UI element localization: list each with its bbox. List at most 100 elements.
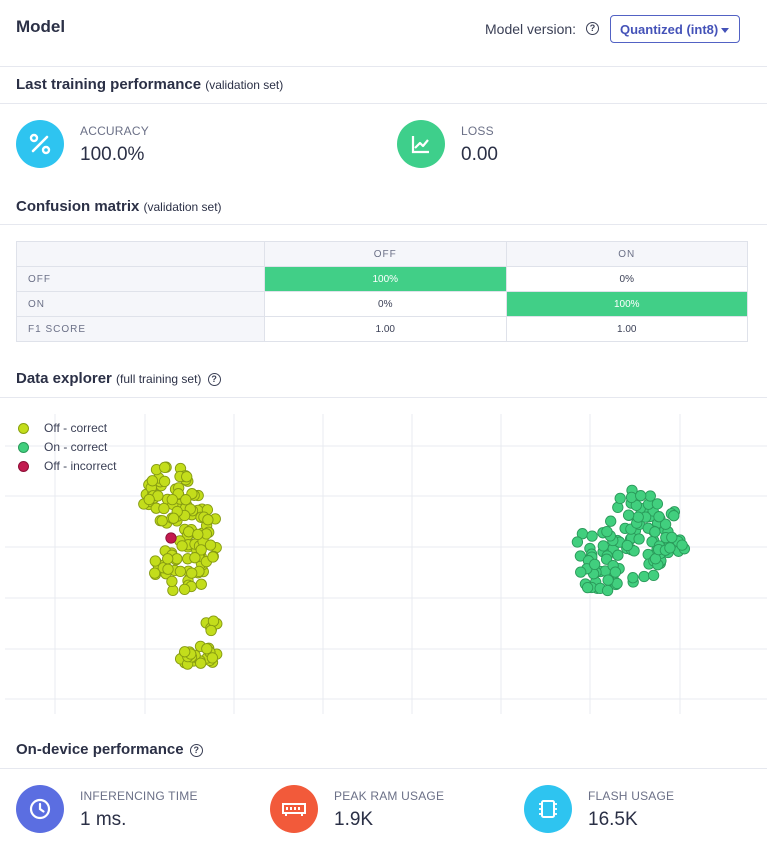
scatter-point[interactable] <box>178 583 191 596</box>
legend-item-off-correct[interactable]: Off - correct <box>18 420 116 439</box>
scatter-point[interactable] <box>597 540 609 552</box>
help-icon[interactable]: ? <box>207 372 221 386</box>
scatter-point[interactable] <box>676 539 688 551</box>
confusion-subtitle: (validation set) <box>143 200 222 214</box>
explorer-subtitle: (full training set) <box>116 372 202 386</box>
help-icon[interactable]: ? <box>586 22 599 35</box>
scatter-point[interactable] <box>571 536 584 548</box>
scatter-point[interactable] <box>666 531 678 544</box>
scatter-point[interactable] <box>165 532 177 544</box>
divider <box>0 768 767 769</box>
model-header: Model Model version: ? Quantized (int8) <box>0 0 767 58</box>
scatter-point[interactable] <box>167 512 180 524</box>
scatter-point[interactable] <box>205 624 217 637</box>
percent-icon <box>16 120 64 168</box>
explorer-title-text: Data explorer <box>16 370 112 387</box>
row-header-on: ON <box>16 291 265 317</box>
scatter-point[interactable] <box>174 565 187 578</box>
scatter-point[interactable] <box>614 492 626 505</box>
scatter-point[interactable] <box>632 511 644 523</box>
peak-ram-metric: PEAK RAM USAGE 1.9K <box>270 785 510 837</box>
scatter-point[interactable] <box>189 552 201 564</box>
data-explorer-title: Data explorer (full training set) ? <box>16 370 221 387</box>
scatter-point[interactable] <box>146 475 159 487</box>
scatter-point[interactable] <box>201 643 213 655</box>
ondevice-title-text: On-device performance <box>16 741 184 758</box>
help-icon[interactable]: ? <box>189 743 203 757</box>
divider <box>0 224 767 225</box>
table-cell: 1.00 <box>264 316 507 342</box>
table-row: OFF 100% 0% <box>16 266 748 292</box>
scatter-point[interactable] <box>621 539 633 552</box>
scatter-point[interactable] <box>601 525 613 538</box>
scatter-point[interactable] <box>602 574 614 586</box>
table-row: ON 0% 100% <box>16 291 748 317</box>
scatter-point[interactable] <box>195 544 207 556</box>
scatter-point[interactable] <box>586 530 598 542</box>
scatter-point[interactable] <box>179 646 191 658</box>
scatter-point[interactable] <box>601 584 614 597</box>
data-explorer-scatter[interactable] <box>0 398 767 718</box>
scatter-point[interactable] <box>575 566 587 578</box>
scatter-point[interactable] <box>162 553 174 565</box>
scatter-point[interactable] <box>668 510 680 522</box>
table-header-row: OFF ON <box>16 241 748 267</box>
model-version-select[interactable]: Quantized (int8) <box>610 15 740 43</box>
scatter-point[interactable] <box>143 493 155 506</box>
flash-usage-metric: FLASH USAGE 16.5K <box>524 785 764 837</box>
legend-item-on-correct[interactable]: On - correct <box>18 439 116 458</box>
scatter-point[interactable] <box>625 491 638 504</box>
table-cell: 0% <box>505 266 748 292</box>
scatter-point[interactable] <box>204 539 217 551</box>
legend-label: Off - correct <box>44 421 108 435</box>
training-subtitle: (validation set) <box>205 78 284 92</box>
scatter-point[interactable] <box>622 509 635 521</box>
table-row: F1 SCORE 1.00 1.00 <box>16 316 748 342</box>
scatter-point[interactable] <box>149 567 161 579</box>
scatter-point[interactable] <box>159 461 171 474</box>
scatter-point[interactable] <box>207 551 219 563</box>
divider <box>0 103 767 104</box>
scatter-point[interactable] <box>181 471 193 483</box>
scatter-point[interactable] <box>180 494 192 506</box>
scatter-point[interactable] <box>633 533 645 545</box>
page-title: Model <box>16 17 66 36</box>
scatter-point[interactable] <box>635 490 647 502</box>
scatter-point[interactable] <box>166 493 178 506</box>
scatter-point[interactable] <box>206 652 219 664</box>
scatter-point[interactable] <box>158 502 170 515</box>
row-header-off: OFF <box>16 266 265 292</box>
scatter-point[interactable] <box>192 528 204 541</box>
divider <box>0 397 767 398</box>
chart-line-icon <box>397 120 445 168</box>
chevron-down-icon <box>721 28 729 33</box>
scatter-point[interactable] <box>649 526 661 538</box>
scatter-point[interactable] <box>202 514 214 526</box>
table-cell: 1.00 <box>505 316 748 342</box>
scatter-point[interactable] <box>605 515 617 527</box>
scatter-point[interactable] <box>653 511 665 523</box>
scatter-point[interactable] <box>609 566 622 578</box>
scatter-point[interactable] <box>162 563 174 575</box>
scatter-point[interactable] <box>651 498 664 510</box>
scatter-point[interactable] <box>612 549 624 561</box>
scatter-point[interactable] <box>166 575 178 588</box>
scatter-point[interactable] <box>589 558 601 571</box>
scatter-point[interactable] <box>581 581 594 594</box>
scatter-point[interactable] <box>195 578 207 590</box>
scatter-point[interactable] <box>158 475 171 488</box>
scatter-point[interactable] <box>638 570 650 583</box>
scatter-point[interactable] <box>659 518 672 530</box>
scatter-point[interactable] <box>207 615 220 627</box>
legend-item-off-incorrect[interactable]: Off - incorrect <box>18 458 116 477</box>
scatter-point[interactable] <box>664 542 676 554</box>
scatter-point[interactable] <box>195 657 207 669</box>
scatter-point[interactable] <box>176 540 188 552</box>
scatter-point[interactable] <box>156 515 168 527</box>
scatter-point[interactable] <box>186 567 198 579</box>
scatter-point[interactable] <box>647 569 660 582</box>
accuracy-value: 100.0% <box>80 144 145 165</box>
training-title-text: Last training performance <box>16 76 202 93</box>
scatter-point[interactable] <box>149 555 161 567</box>
scatter-point[interactable] <box>627 572 639 584</box>
